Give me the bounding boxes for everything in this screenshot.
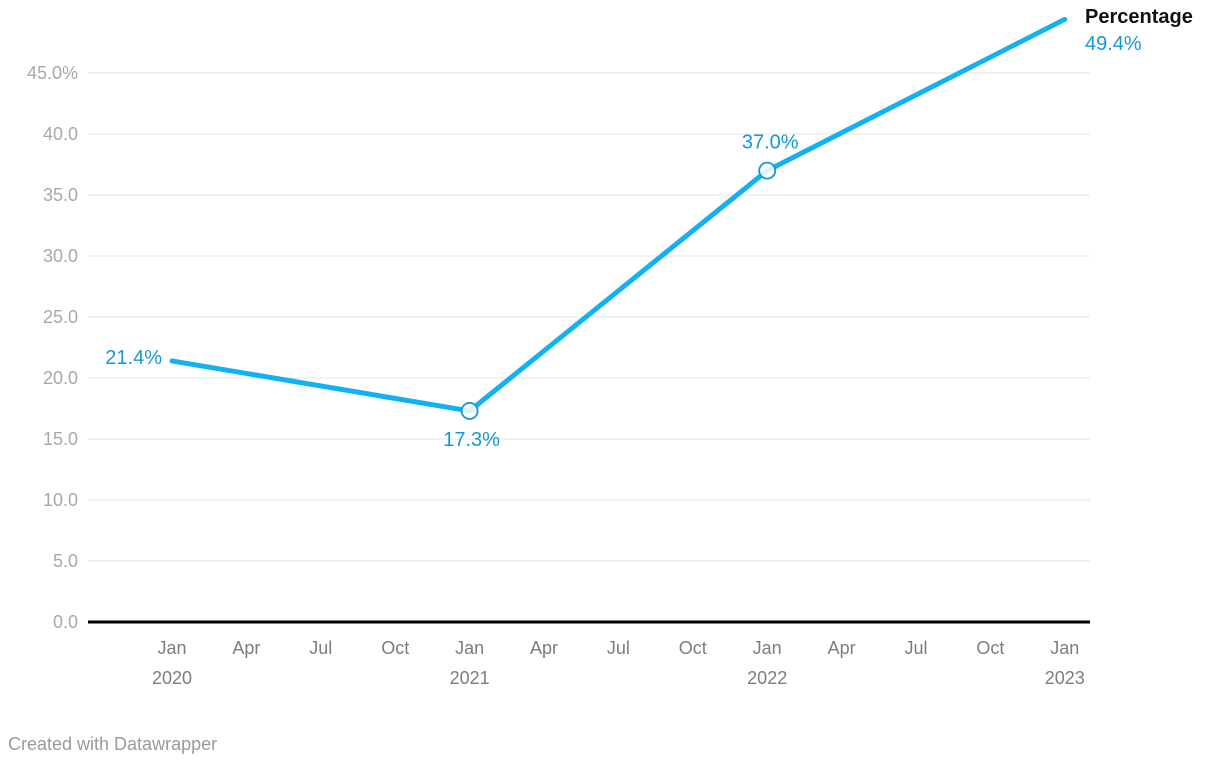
- x-tick-month-label: Apr: [232, 638, 260, 658]
- x-tick-month-label: Jul: [607, 638, 630, 658]
- x-tick-month-label: Jul: [309, 638, 332, 658]
- y-tick-label: 10.0: [43, 490, 78, 510]
- x-tick-month-label: Jan: [1050, 638, 1079, 658]
- x-tick-month-label: Jan: [157, 638, 186, 658]
- x-tick-month-label: Apr: [828, 638, 856, 658]
- x-tick-month-label: Oct: [976, 638, 1004, 658]
- y-tick-label: 35.0: [43, 185, 78, 205]
- x-tick-month-label: Oct: [381, 638, 409, 658]
- data-line-percentage: [169, 16, 1068, 414]
- x-tick-year-label: 2021: [450, 668, 490, 688]
- point-value-label: 37.0%: [742, 132, 799, 154]
- y-tick-label: 15.0: [43, 429, 78, 449]
- y-tick-label: 25.0: [43, 307, 78, 327]
- y-tick-label: 40.0: [43, 124, 78, 144]
- datawrapper-attribution-link[interactable]: Created with Datawrapper: [8, 734, 218, 754]
- x-tick-month-label: Jan: [455, 638, 484, 658]
- y-tick-label: 5.0: [53, 551, 78, 571]
- y-tick-label: 20.0: [43, 368, 78, 388]
- x-tick-month-label: Jan: [753, 638, 782, 658]
- x-tick-month-label: Apr: [530, 638, 558, 658]
- y-tick-label: 30.0: [43, 246, 78, 266]
- data-point-marker: [460, 402, 479, 420]
- point-value-label: 21.4%: [105, 347, 162, 369]
- series-legend: Percentage 49.4%: [1085, 6, 1193, 56]
- x-tick-year-label: 2022: [747, 668, 787, 688]
- x-tick-year-label: 2020: [152, 668, 192, 688]
- y-tick-label: 45.0%: [27, 63, 78, 83]
- x-tick-month-label: Jul: [904, 638, 927, 658]
- series-end-value-label: 49.4%: [1085, 33, 1142, 55]
- x-tick-month-label: Oct: [679, 638, 707, 658]
- point-value-label: 17.3%: [443, 429, 500, 451]
- data-point-marker: [758, 161, 777, 180]
- x-tick-year-label: 2023: [1045, 668, 1085, 688]
- series-name-label: Percentage: [1085, 6, 1193, 28]
- y-tick-label: 0.0: [53, 612, 78, 632]
